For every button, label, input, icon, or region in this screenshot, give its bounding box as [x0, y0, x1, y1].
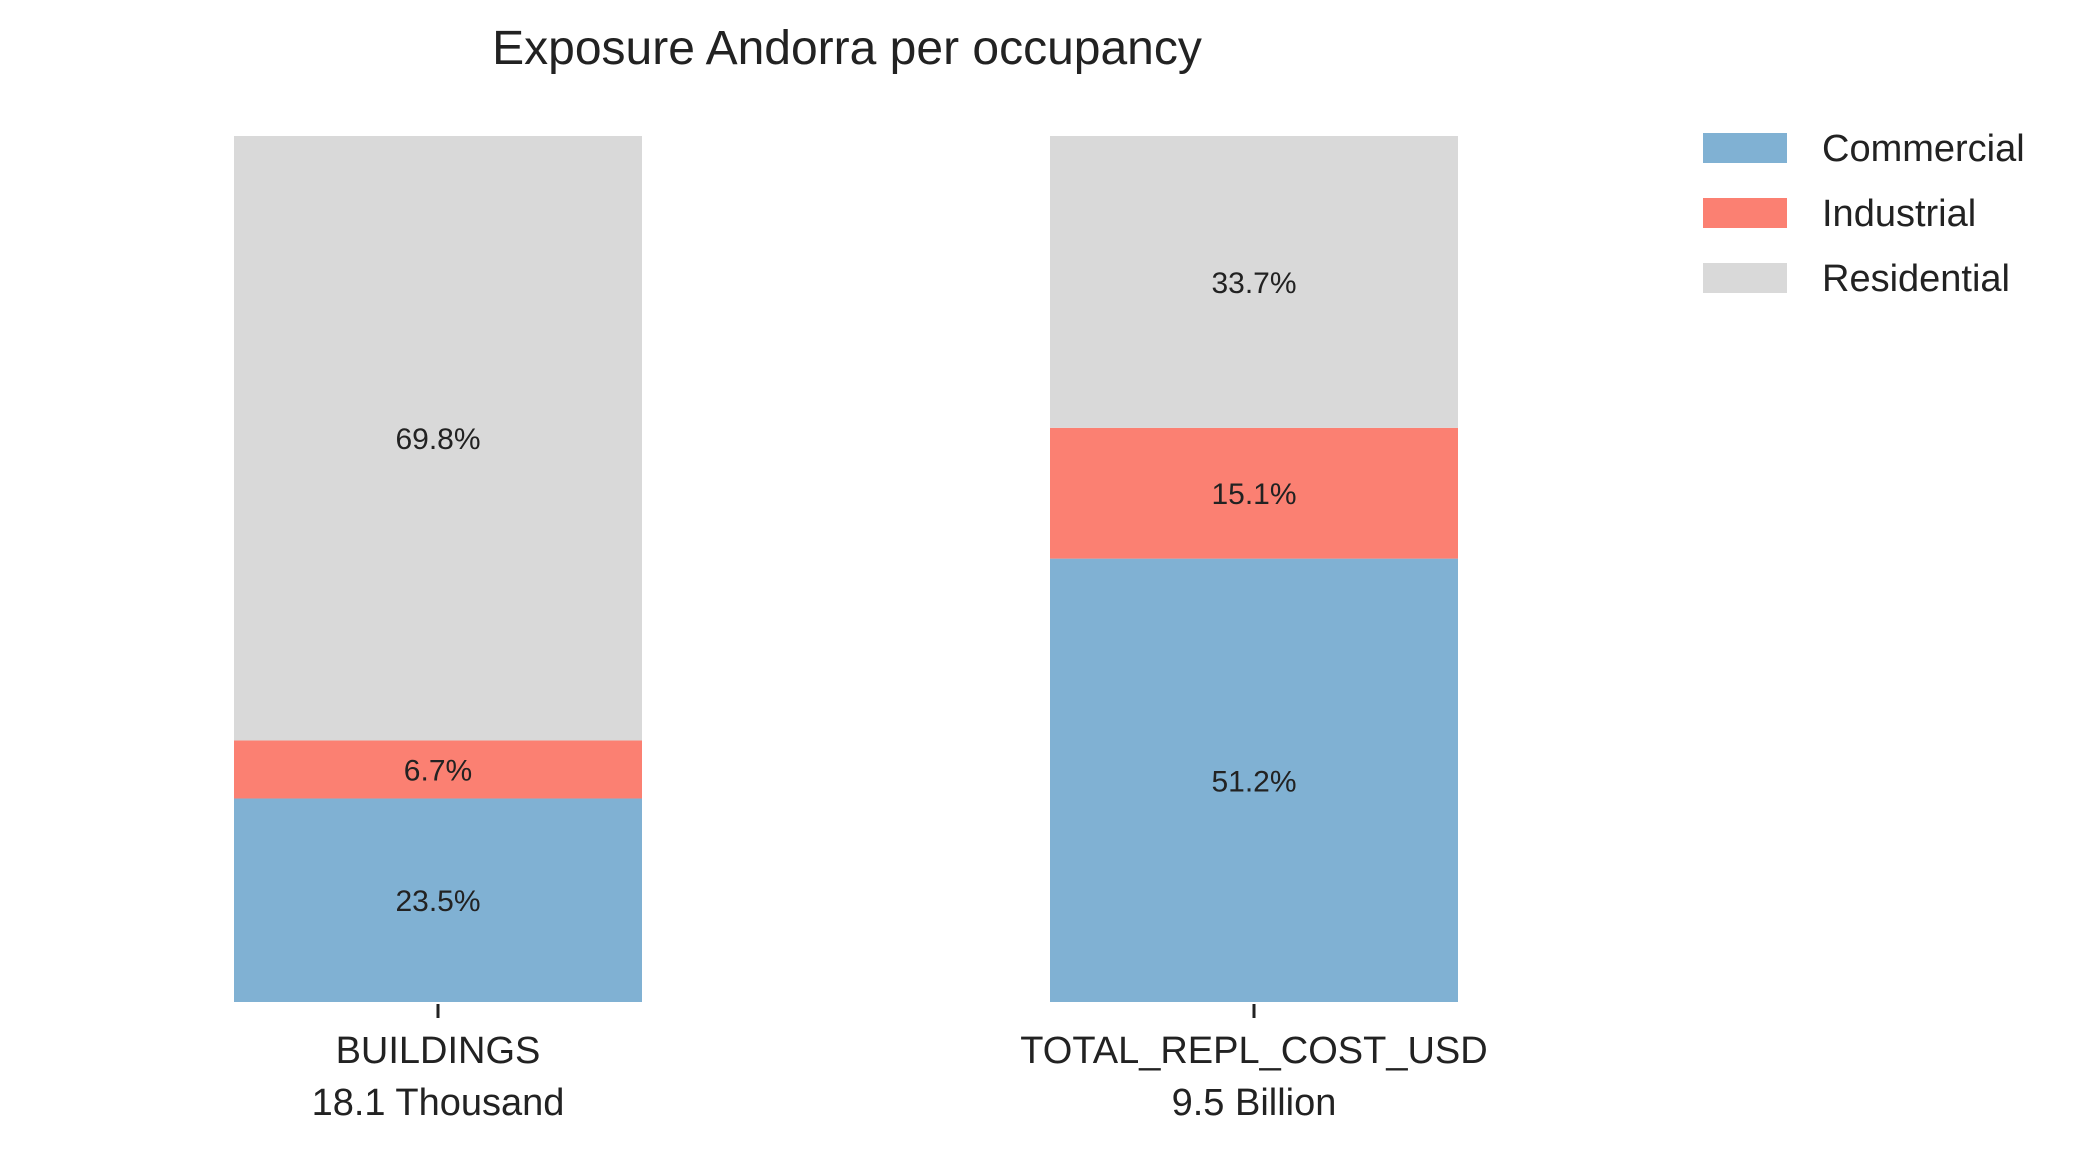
legend-swatch-industrial — [1703, 198, 1787, 228]
legend-label-industrial: Industrial — [1822, 193, 1976, 235]
bar-segment-residential-2 — [1050, 136, 1458, 428]
bars-layer: 23.5% 6.7% 69.8% 51.2% 15.1% 33.7% — [234, 136, 1458, 1002]
data-label-residential-2: 33.7% — [1211, 267, 1296, 300]
data-label-industrial-2: 15.1% — [1211, 478, 1296, 511]
chart-title: Exposure Andorra per occupancy — [492, 22, 1202, 75]
legend-label-commercial: Commercial — [1822, 128, 2025, 170]
bar-segment-commercial-1 — [234, 798, 642, 1002]
x-tick-total-1: 18.1 Thousand — [312, 1082, 565, 1124]
legend-label-residential: Residential — [1822, 258, 2010, 300]
data-label-commercial-2: 51.2% — [1211, 765, 1296, 798]
data-label-industrial-1: 6.7% — [404, 754, 472, 787]
x-tick-label-1: BUILDINGS — [336, 1030, 541, 1072]
bar-segment-residential-1 — [234, 136, 642, 741]
x-tick-label-2: TOTAL_REPL_COST_USD — [1020, 1030, 1487, 1072]
legend: Commercial Industrial Residential — [1703, 128, 2025, 300]
x-axis: BUILDINGS 18.1 Thousand TOTAL_REPL_COST_US… — [312, 1004, 1488, 1124]
bar-segment-industrial-2 — [1050, 427, 1458, 559]
x-tick-total-2: 9.5 Billion — [1172, 1082, 1337, 1124]
bar-segment-commercial-2 — [1050, 558, 1458, 1002]
data-label-commercial-1: 23.5% — [395, 885, 480, 918]
legend-swatch-commercial — [1703, 133, 1787, 163]
data-label-residential-1: 69.8% — [395, 423, 480, 456]
legend-swatch-residential — [1703, 263, 1787, 293]
bar-segment-industrial-1 — [234, 740, 642, 799]
